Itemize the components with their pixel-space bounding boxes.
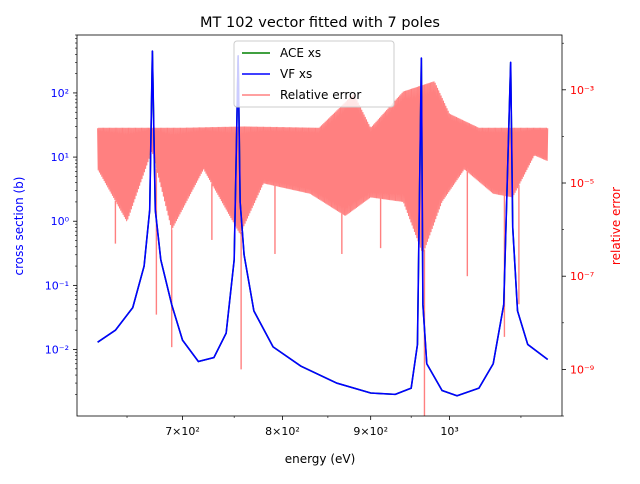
x-axis-label: energy (eV) <box>285 452 356 466</box>
left-y-tick-label: 10⁻² <box>45 344 69 357</box>
plot-frame <box>76 34 563 417</box>
legend-box <box>233 40 395 108</box>
right-y-tick-label: 10⁻⁷ <box>570 270 594 283</box>
right-axis-label: relative error <box>609 187 623 265</box>
legend: ACE xs VF xs Relative error <box>233 40 395 108</box>
left-y-tick-label: 10¹ <box>51 151 69 164</box>
x-tick-label: 10³ <box>440 425 458 438</box>
right-y-tick-label: 10⁻⁹ <box>570 363 594 376</box>
right-y-tick-label: 10⁻³ <box>570 84 594 97</box>
left-axis-label: cross section (b) <box>12 177 26 276</box>
vf-xs-series <box>97 50 549 397</box>
x-tick-label: 9×10² <box>353 425 388 438</box>
legend-label-error: Relative error <box>280 88 361 102</box>
plot-layer: 7×10² 8×10² 9×10² 10³ 10⁻² 10⁻¹ 10⁰ 10¹ 10² 10⁻⁹ 1… <box>45 34 594 438</box>
legend-label-ace: ACE xs <box>280 46 321 60</box>
left-y-tick-label: 10⁻¹ <box>45 279 69 292</box>
x-tick-label: 7×10² <box>165 425 200 438</box>
right-y-tick-label: 10⁻⁵ <box>570 177 594 190</box>
left-y-tick-label: 10⁰ <box>51 215 70 228</box>
legend-label-vf: VF xs <box>280 67 312 81</box>
x-tick-label: 8×10² <box>265 425 300 438</box>
relative-error-series <box>97 81 549 255</box>
left-y-tick-label: 10² <box>51 87 69 100</box>
chart-title: MT 102 vector fitted with 7 poles <box>200 15 440 31</box>
